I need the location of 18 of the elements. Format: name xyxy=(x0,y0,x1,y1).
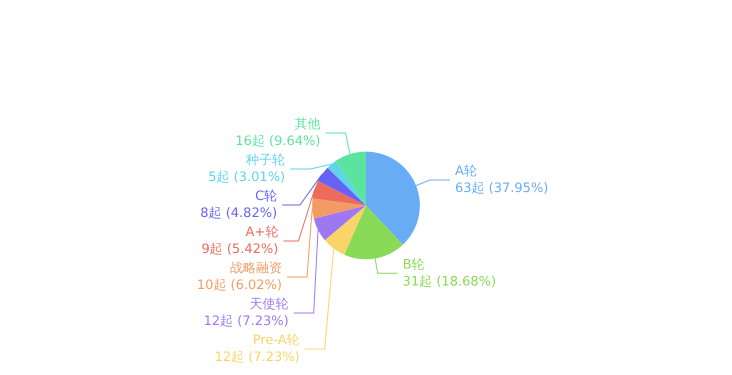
data-label: 9起 (5.42%) xyxy=(201,242,278,257)
slice-label: C轮 xyxy=(255,189,278,204)
slice-label: B轮 xyxy=(402,257,425,272)
slice-label: 其他 xyxy=(294,117,320,132)
slice-label: A+轮 xyxy=(246,225,278,240)
slice-label: 战略融资 xyxy=(230,261,282,276)
slice-label: 种子轮 xyxy=(246,153,286,168)
data-label: 16起 (9.64%) xyxy=(235,134,320,149)
data-label: 31起 (18.68%) xyxy=(402,274,496,290)
data-label: 12起 (7.23%) xyxy=(214,350,300,365)
slice-label: 天使轮 xyxy=(250,297,289,312)
data-label: 5起 (3.01%) xyxy=(208,170,286,185)
slice-label: Pre-A轮 xyxy=(252,333,300,348)
data-label: 63起 (37.95%) xyxy=(454,181,548,196)
slice-label: A轮 xyxy=(454,164,477,180)
data-label: 12起 (7.23%) xyxy=(204,314,289,329)
data-label: 8起 (4.82%) xyxy=(200,206,278,221)
data-label: 10起 (6.02%) xyxy=(196,278,282,293)
